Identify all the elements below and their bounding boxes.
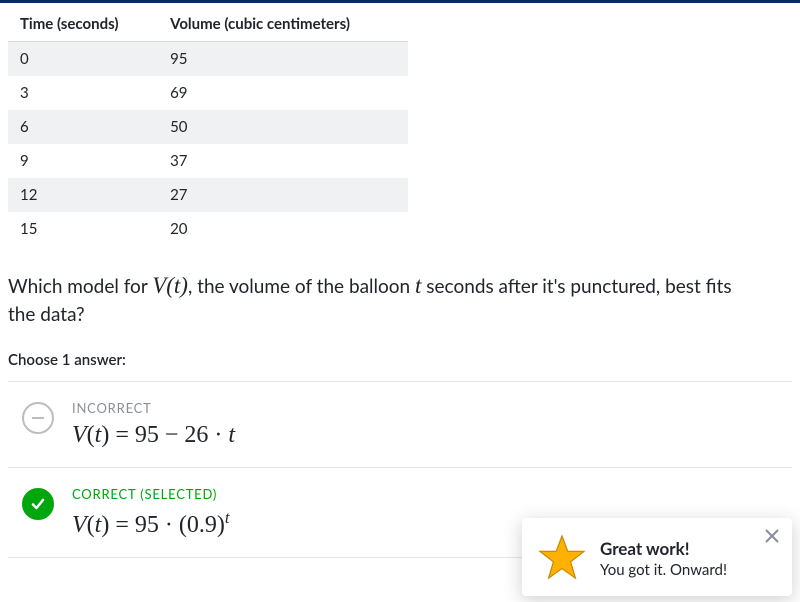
table-cell: 6 [8, 110, 158, 144]
choose-instruction: Choose 1 answer: [8, 351, 792, 369]
answer-formula: V(t) = 95 − 26 · t [72, 422, 788, 449]
table-cell: 15 [8, 212, 158, 246]
math-var: V(t) [152, 273, 188, 298]
col-header-volume: Volume (cubic centimeters) [158, 7, 408, 42]
table-cell: 27 [158, 178, 408, 212]
table-row: 1227 [8, 178, 408, 212]
table-cell: 0 [8, 42, 158, 77]
data-table-body: 09536965093712271520 [8, 42, 408, 247]
feedback-toast: Great work! You got it. Onward! [522, 518, 792, 596]
correct-badge-icon [22, 488, 54, 520]
star-icon [538, 534, 586, 582]
table-row: 095 [8, 42, 408, 77]
table-cell: 9 [8, 144, 158, 178]
toast-close-button[interactable] [762, 526, 782, 546]
table-row: 650 [8, 110, 408, 144]
toast-title: Great work! [600, 538, 776, 559]
table-cell: 50 [158, 110, 408, 144]
table-cell: 37 [158, 144, 408, 178]
col-header-time: Time (seconds) [8, 7, 158, 42]
data-table: Time (seconds) Volume (cubic centimeters… [8, 7, 408, 246]
incorrect-badge-icon [22, 402, 54, 434]
table-cell: 3 [8, 76, 158, 110]
table-cell: 20 [158, 212, 408, 246]
toast-subtitle: You got it. Onward! [600, 561, 776, 579]
answer-status-label: INCORRECT [72, 400, 788, 416]
table-row: 1520 [8, 212, 408, 246]
table-cell: 12 [8, 178, 158, 212]
table-cell: 69 [158, 76, 408, 110]
answer-option[interactable]: INCORRECT V(t) = 95 − 26 · t [8, 382, 792, 468]
question-text: Which model for V(t), the volume of the … [8, 270, 748, 329]
table-cell: 95 [158, 42, 408, 77]
table-row: 369 [8, 76, 408, 110]
table-row: 937 [8, 144, 408, 178]
answer-status-label: CORRECT (SELECTED) [72, 486, 788, 502]
close-icon [765, 529, 779, 543]
